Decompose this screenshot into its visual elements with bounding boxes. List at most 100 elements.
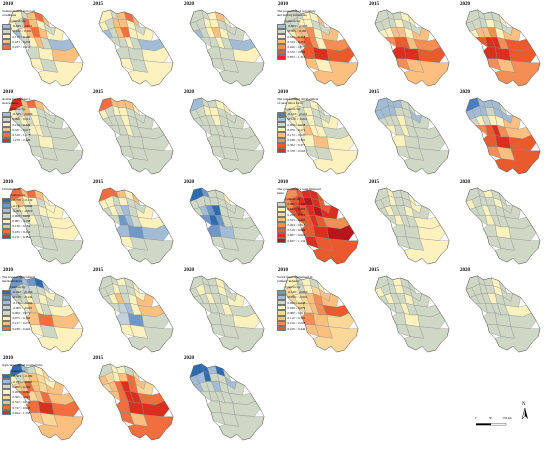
- legend-swatch: [277, 142, 286, 148]
- map-panel: 2015: [92, 356, 180, 446]
- legend-label: -0.131 ~ -0.094: [12, 203, 33, 208]
- legend-entry: 0.039 ~ 0.079: [277, 305, 321, 311]
- panel-year: 2020: [460, 90, 470, 95]
- map-panel: 2010 Urbanization Central city -0.758 ~ -0.…: [2, 180, 90, 270]
- province-outline: [8, 97, 84, 175]
- province-outline: [189, 275, 265, 353]
- district-map: [283, 9, 359, 87]
- panel-year: 2015: [93, 90, 103, 95]
- legend-entry: 0.000 ~ 0.204: [2, 384, 46, 390]
- province-outline: [283, 9, 359, 87]
- legend-swatch: [2, 326, 11, 332]
- legend-entry: 0.000 ~ 0.211: [2, 116, 46, 123]
- legend-label: 0.321 ~ 0.517: [12, 127, 31, 132]
- legend-label: 0.000 ~ 0.078: [287, 122, 306, 127]
- legend-label: -0.198 ~ -0.132: [12, 295, 33, 300]
- legend-entry: 0.080 ~ 0.111: [277, 310, 321, 316]
- legend-entry: 0.183 ~ 0.256: [2, 39, 46, 45]
- province-outline: [374, 187, 450, 265]
- legend-label: -0.758 ~ -0.132: [12, 198, 33, 203]
- province-outline: [98, 275, 174, 353]
- legend-title: Agricultural land productivity: [2, 363, 43, 367]
- province-outline: [465, 97, 541, 175]
- legend-entry: 0.157 ~ 0.237: [2, 320, 46, 326]
- province-outline: [283, 97, 359, 175]
- legend-entry: 0.238 ~ 0.424: [2, 326, 46, 332]
- map-legend: Transportation and road conditions Centra…: [2, 9, 46, 50]
- legend-label: 0.000 ~ 0.204: [12, 384, 31, 389]
- map-legend: The proportion of secondary and tertiary…: [277, 9, 321, 60]
- legend-entry: -0.181 ~ -0.001: [2, 379, 46, 385]
- legend-swatch: [277, 148, 286, 154]
- map-panel: 2010 Agricultural land productivity Centra…: [2, 356, 90, 446]
- legend-swatch: [2, 300, 11, 306]
- legend-swatch: [277, 305, 286, 311]
- legend-entry: 0.576 ~ 0.852: [277, 49, 321, 55]
- legend-entry: 0.000 ~ 0.066: [2, 213, 46, 219]
- panel-year: 2020: [184, 2, 194, 7]
- legend-label: -0.010 ~ 0.116: [12, 29, 32, 34]
- legend-swatch: [2, 394, 11, 400]
- district-map: [98, 275, 174, 353]
- panel-year: 2010: [3, 90, 13, 95]
- district-map: [283, 275, 359, 353]
- legend-label: 0.211 ~ 0.484: [12, 234, 31, 239]
- panel-year: 2010: [278, 268, 288, 273]
- legend-entry: 0.522 ~ 0.746: [2, 399, 46, 406]
- map-panel: 2020: [183, 268, 271, 358]
- district-map: [189, 97, 265, 175]
- map-legend: The level of agricultural mechanization C…: [2, 275, 46, 332]
- panel-year: 2010: [278, 90, 288, 95]
- legend-swatch: [277, 326, 286, 332]
- legend-entry: 0.156 ~ 0.228: [277, 320, 321, 326]
- panel-year: 2015: [369, 90, 379, 95]
- legend-label: 0.254 ~ 0.322: [287, 212, 306, 217]
- legend-label: 0.576 ~ 0.852: [287, 50, 306, 55]
- legend-label: 1.279 ~ 2.426: [12, 138, 31, 143]
- legend-label: -0.045 ~ -0.011: [12, 24, 33, 29]
- province-outline: [374, 275, 450, 353]
- map-panel: 2010 The proportion of secondary and tert…: [277, 2, 365, 92]
- scale-label-50: 50: [489, 417, 492, 420]
- legend-label: -0.120 ~ -0.001: [287, 117, 308, 122]
- legend-label: 0.519 ~ 0.666: [287, 228, 306, 233]
- legend-label: 0.302 ~ 0.377: [287, 143, 306, 148]
- legend-label: 0.522 ~ 0.746: [12, 400, 31, 405]
- panel-year: 2015: [93, 2, 103, 7]
- legend-swatch: [2, 39, 11, 45]
- district-cell: [207, 400, 222, 413]
- legend-entry: 0.257 ~ 0.432: [2, 44, 46, 50]
- legend-label: -0.059 ~ -0.001: [287, 295, 308, 300]
- district-cell: [116, 400, 131, 413]
- province-outline: [189, 187, 265, 265]
- legend-swatch: [277, 122, 286, 128]
- legend-entry: -0.045 ~ -0.011: [2, 23, 46, 29]
- province-outline: [465, 275, 541, 353]
- legend-swatch: [2, 379, 11, 385]
- legend-swatch: [277, 23, 286, 29]
- province-outline: [8, 363, 84, 441]
- legend-label: -0.093 ~ -0.001: [12, 208, 33, 213]
- legend-swatch: [2, 305, 11, 311]
- legend-title: Transportation and road conditions: [2, 9, 35, 17]
- legend-label: 0.080 ~ 0.111: [287, 310, 305, 315]
- legend-swatch: [277, 294, 286, 301]
- legend-central-city: Central city: [10, 106, 26, 111]
- legend-label: 0.186 ~ 0.318: [287, 34, 306, 39]
- panel-year: 2010: [278, 180, 288, 185]
- province-outline: [374, 9, 450, 87]
- legend-swatch: [2, 122, 11, 128]
- legend-entry: 0.067 ~ 0.138: [2, 218, 46, 224]
- legend-central-city: Central city: [285, 284, 301, 289]
- map-legend: Agricultural land productivity Central ci…: [2, 363, 46, 416]
- legend-entry: 0.456 ~ 0.575: [277, 44, 321, 50]
- legend-label: 0.519 ~ 1.278: [12, 132, 31, 137]
- legend-label: -0.065 ~ -0.001: [12, 305, 33, 310]
- district-map: [98, 97, 174, 175]
- legend-swatch: [2, 229, 11, 235]
- panel-year: 2015: [369, 180, 379, 185]
- map-panel: 2015: [92, 180, 180, 270]
- province-outline: [189, 363, 265, 441]
- legend-label: 0.000 ~ 0.143: [287, 202, 306, 207]
- province-outline: [98, 97, 174, 175]
